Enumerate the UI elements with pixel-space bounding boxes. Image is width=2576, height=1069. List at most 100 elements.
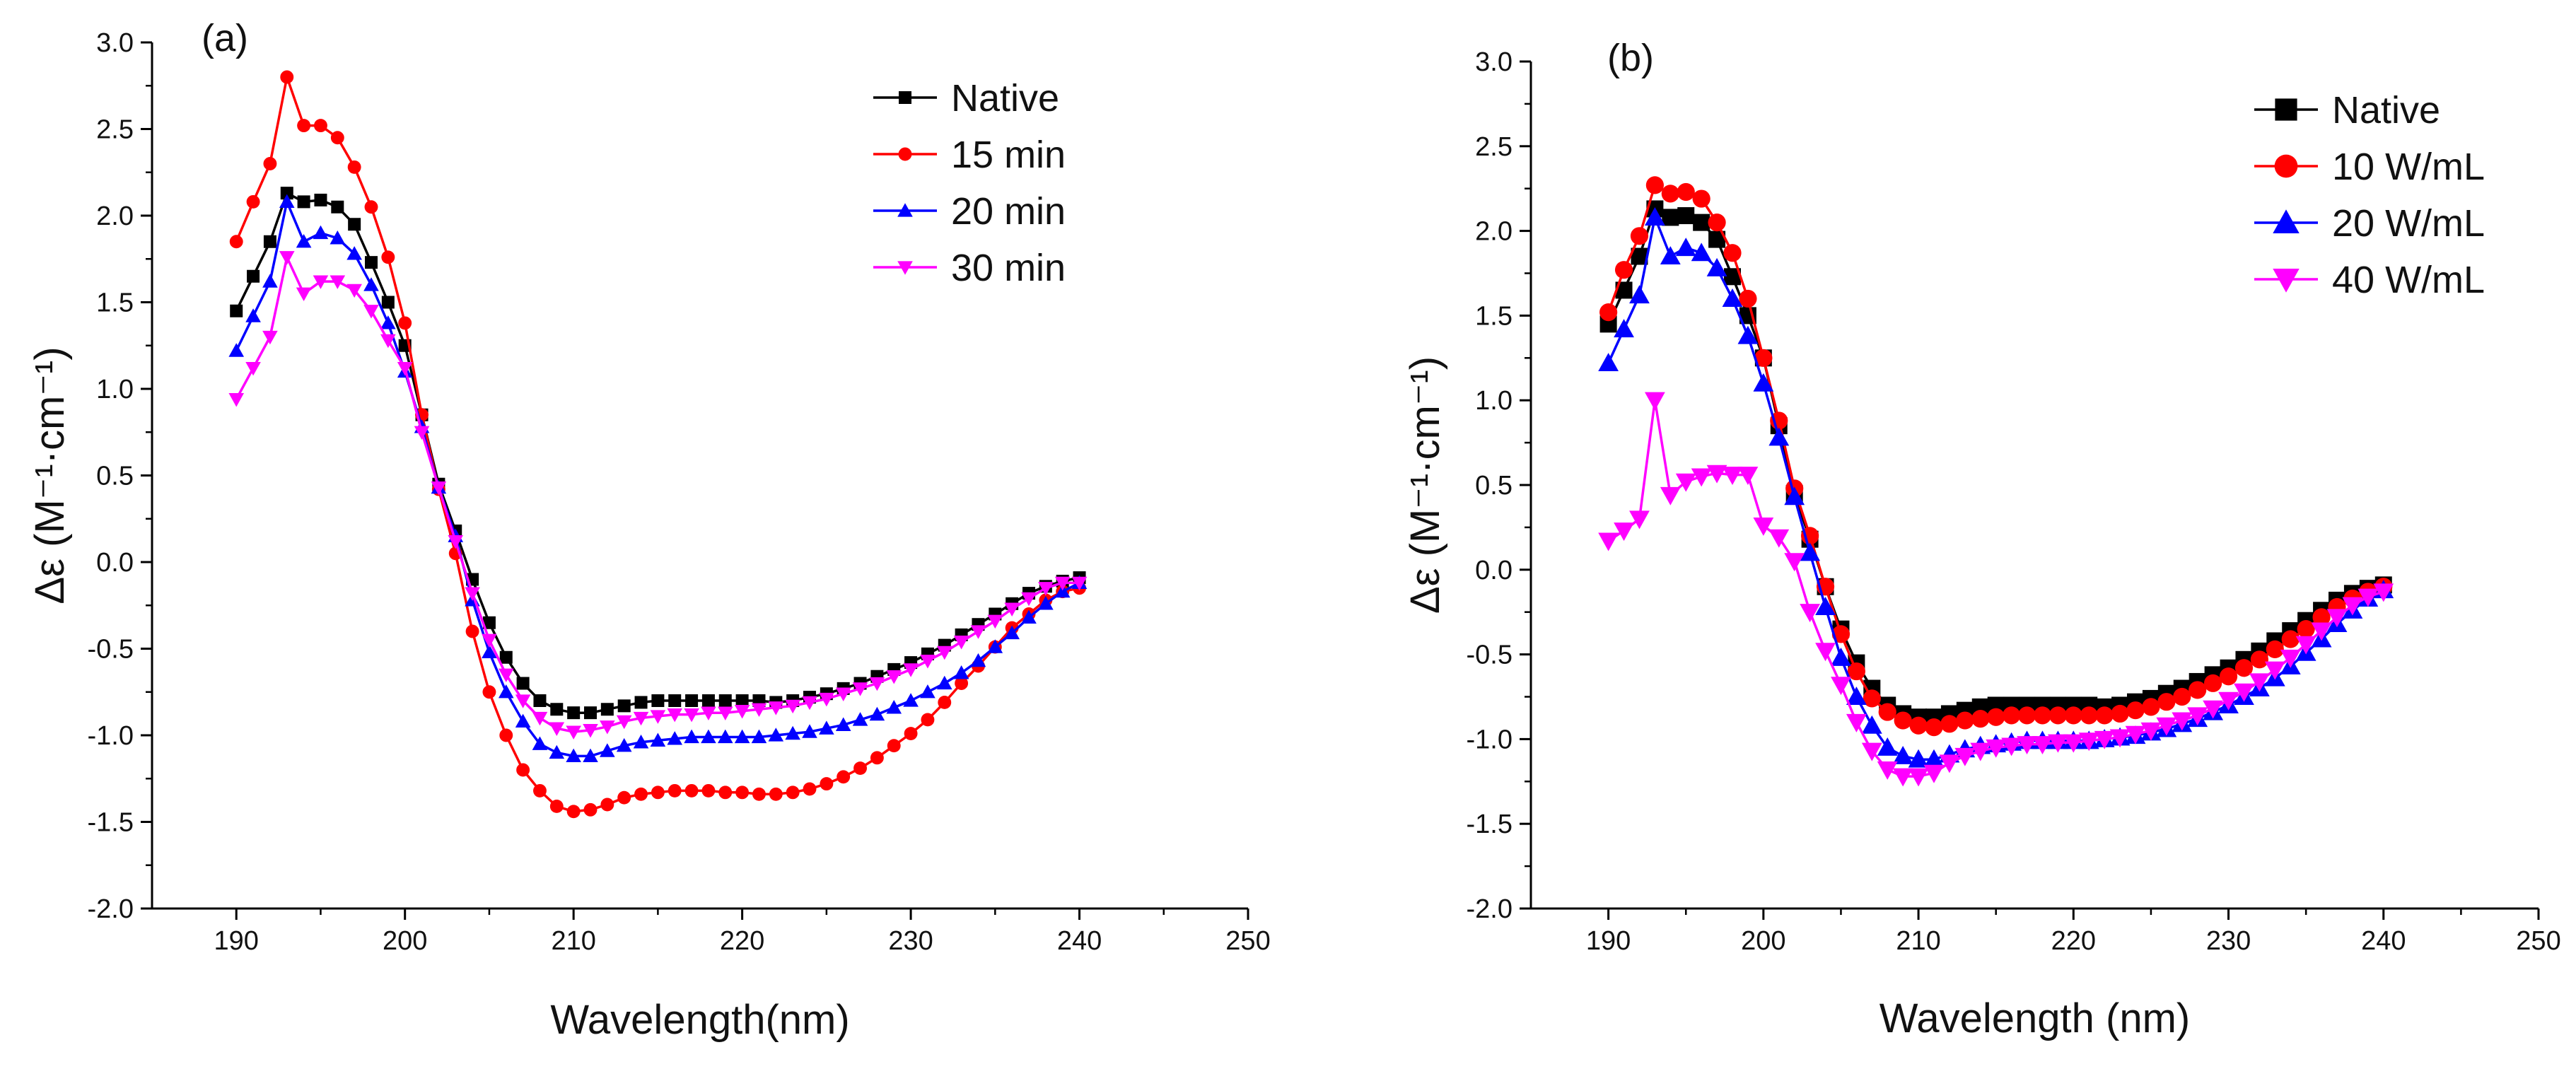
data-point: [852, 682, 868, 696]
y-tick-label: 1.5: [1475, 301, 1513, 331]
data-point: [498, 684, 514, 699]
data-point: [2080, 706, 2098, 725]
data-point: [1629, 285, 1650, 304]
data-point: [668, 694, 682, 707]
data-point: [364, 200, 378, 214]
data-point: [2033, 706, 2052, 725]
data-point: [2140, 722, 2162, 741]
data-point: [465, 624, 479, 638]
data-point: [1861, 715, 1882, 734]
legend-marker: [2275, 98, 2297, 121]
data-point: [566, 725, 581, 740]
data-point: [398, 316, 412, 330]
y-tick-label: 0.5: [96, 462, 134, 491]
data-point: [1847, 662, 1865, 681]
data-point: [2017, 706, 2036, 725]
data-point: [246, 194, 260, 209]
data-point: [1691, 468, 1712, 487]
data-point: [381, 250, 395, 264]
data-point: [1815, 643, 1836, 662]
x-tick-label: 200: [383, 926, 427, 956]
y-tick-label: 1.5: [96, 288, 134, 318]
data-point: [768, 701, 784, 715]
legend-label: 15 min: [951, 134, 1066, 176]
data-point: [2142, 698, 2160, 716]
data-point: [869, 677, 885, 691]
data-point: [633, 735, 649, 749]
x-tick-label: 220: [720, 926, 764, 956]
data-point: [2156, 717, 2177, 736]
data-point: [314, 119, 327, 133]
y-tick-label: -0.5: [1467, 641, 1513, 670]
data-point: [2373, 583, 2394, 602]
legend-label: Native: [2332, 89, 2440, 132]
series-10-w-ml: [1599, 176, 2393, 737]
data-point: [1708, 214, 1726, 232]
data-point: [2172, 712, 2193, 731]
data-point: [566, 748, 581, 763]
data-point: [1677, 207, 1695, 225]
data-point: [903, 693, 919, 707]
data-point: [1004, 602, 1020, 617]
legend-marker: [897, 261, 913, 275]
data-point: [684, 783, 699, 798]
data-point: [2204, 674, 2222, 692]
data-point: [2189, 681, 2207, 699]
legend-marker: [2274, 154, 2298, 178]
data-point: [717, 706, 733, 720]
series-20-w-ml: [1598, 207, 2394, 768]
legend-label: 20 min: [951, 190, 1066, 233]
data-point: [1956, 711, 1974, 730]
legend-label: 30 min: [951, 247, 1066, 289]
data-point: [1846, 687, 1867, 706]
data-point: [330, 230, 346, 245]
data-point: [684, 729, 699, 744]
data-point: [1739, 289, 1757, 308]
data-point: [970, 653, 986, 667]
y-tick-label: -1.5: [88, 808, 134, 838]
data-point: [920, 655, 936, 669]
data-point: [2078, 732, 2099, 752]
y-tick-label: 0.0: [1475, 556, 1513, 585]
data-point: [1054, 576, 1071, 591]
data-point: [2234, 659, 2254, 677]
data-point: [347, 160, 361, 174]
data-point: [2109, 729, 2131, 748]
data-point: [633, 711, 649, 726]
data-point: [247, 269, 260, 283]
data-point: [1940, 715, 1959, 733]
data-point: [279, 194, 295, 209]
legend-marker: [898, 147, 912, 161]
data-point: [2264, 661, 2285, 680]
data-point: [498, 668, 514, 683]
data-point: [1723, 244, 1742, 262]
data-point: [2266, 640, 2284, 659]
data-point: [314, 193, 327, 206]
data-point: [1661, 185, 1679, 203]
data-point: [852, 712, 868, 726]
data-point: [1071, 576, 1088, 591]
data-point: [936, 646, 952, 660]
data-point: [1722, 288, 1743, 307]
data-point: [1863, 689, 1881, 708]
data-point: [1737, 325, 1759, 344]
data-point: [600, 798, 614, 812]
data-point: [2064, 706, 2082, 725]
y-tick-label: 3.0: [96, 28, 134, 58]
data-point: [381, 296, 395, 309]
data-point: [751, 729, 767, 744]
data-point: [735, 785, 750, 800]
data-point: [1644, 392, 1665, 411]
data-point: [2126, 701, 2145, 720]
y-tick-label: 1.0: [96, 375, 134, 404]
data-point: [734, 705, 750, 719]
legend: Native 10 W/mL 20 W/mL 40 W/mL: [2254, 89, 2485, 301]
data-point: [634, 696, 648, 709]
data-point: [650, 710, 666, 724]
data-point: [1908, 749, 1929, 768]
data-point: [1831, 647, 1851, 666]
data-point: [1737, 467, 1759, 486]
data-point: [1038, 582, 1054, 596]
data-point: [566, 805, 581, 819]
data-point: [1784, 553, 1805, 572]
